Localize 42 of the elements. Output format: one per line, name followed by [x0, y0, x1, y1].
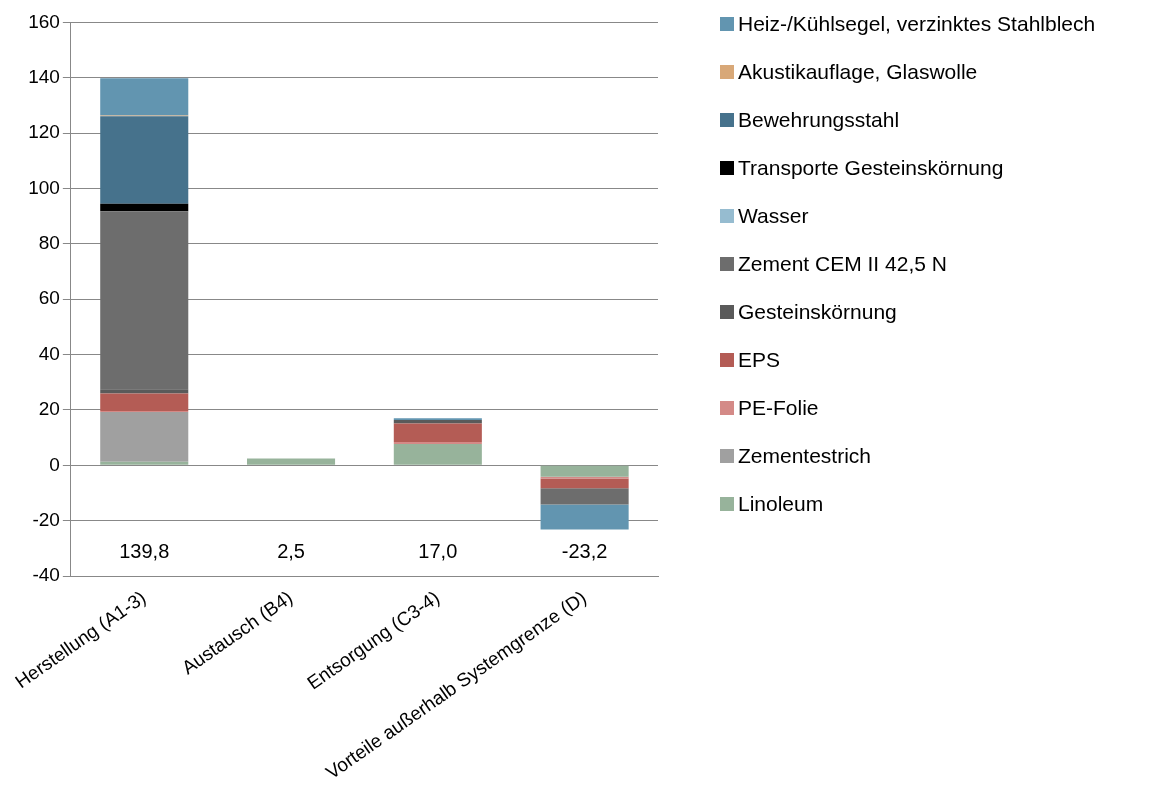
annotation: -23,2 — [561, 539, 608, 562]
bar — [100, 389, 189, 394]
legend-label: Akustikauflage, Glaswolle — [738, 60, 978, 84]
y-tick-label: 100 — [28, 176, 60, 198]
bar — [540, 478, 629, 489]
legend-label: Wasser — [738, 204, 809, 228]
bar — [100, 393, 189, 412]
bar — [100, 461, 189, 465]
legend-label: Zementestrich — [738, 444, 872, 468]
bar — [540, 465, 629, 477]
legend-label: Gesteinskörnung — [738, 300, 897, 324]
bar — [393, 419, 482, 424]
legend-label: Transporte Gesteinskörnung — [738, 156, 1004, 180]
bar — [100, 211, 189, 390]
legend-label: EPS — [738, 348, 781, 372]
y-tick-label: 80 — [38, 232, 60, 254]
bar — [100, 78, 189, 116]
bar — [100, 411, 189, 462]
legend-label: Bewehrungsstahl — [738, 108, 900, 132]
y-tick-label: -40 — [32, 564, 60, 586]
y-tick-label: 140 — [28, 66, 60, 87]
y-tick-label: -20 — [32, 508, 60, 530]
y-tick-label: 120 — [28, 121, 60, 143]
annotation: 17,0 — [418, 539, 458, 562]
bar — [393, 443, 482, 465]
y-tick-label: 160 — [28, 10, 60, 32]
y-tick-label: 20 — [38, 398, 60, 420]
bar — [393, 423, 482, 443]
legend-label: Zement CEM II 42,5 N — [738, 252, 947, 276]
bar — [247, 458, 336, 465]
bar — [100, 116, 189, 204]
bar — [540, 504, 629, 530]
y-tick-label: 0 — [49, 453, 60, 475]
legend-label: Heiz-/Kühlsegel, verzinktes Stahlblech — [738, 12, 1096, 36]
y-tick-label: 60 — [38, 287, 60, 309]
annotation: 139,8 — [119, 539, 170, 562]
y-tick-label: 40 — [38, 342, 60, 364]
bar — [540, 488, 629, 505]
legend-label: PE-Folie — [738, 396, 819, 420]
annotation: 2,5 — [277, 539, 305, 562]
bar — [100, 203, 189, 212]
legend-label: Linoleum — [738, 492, 824, 516]
